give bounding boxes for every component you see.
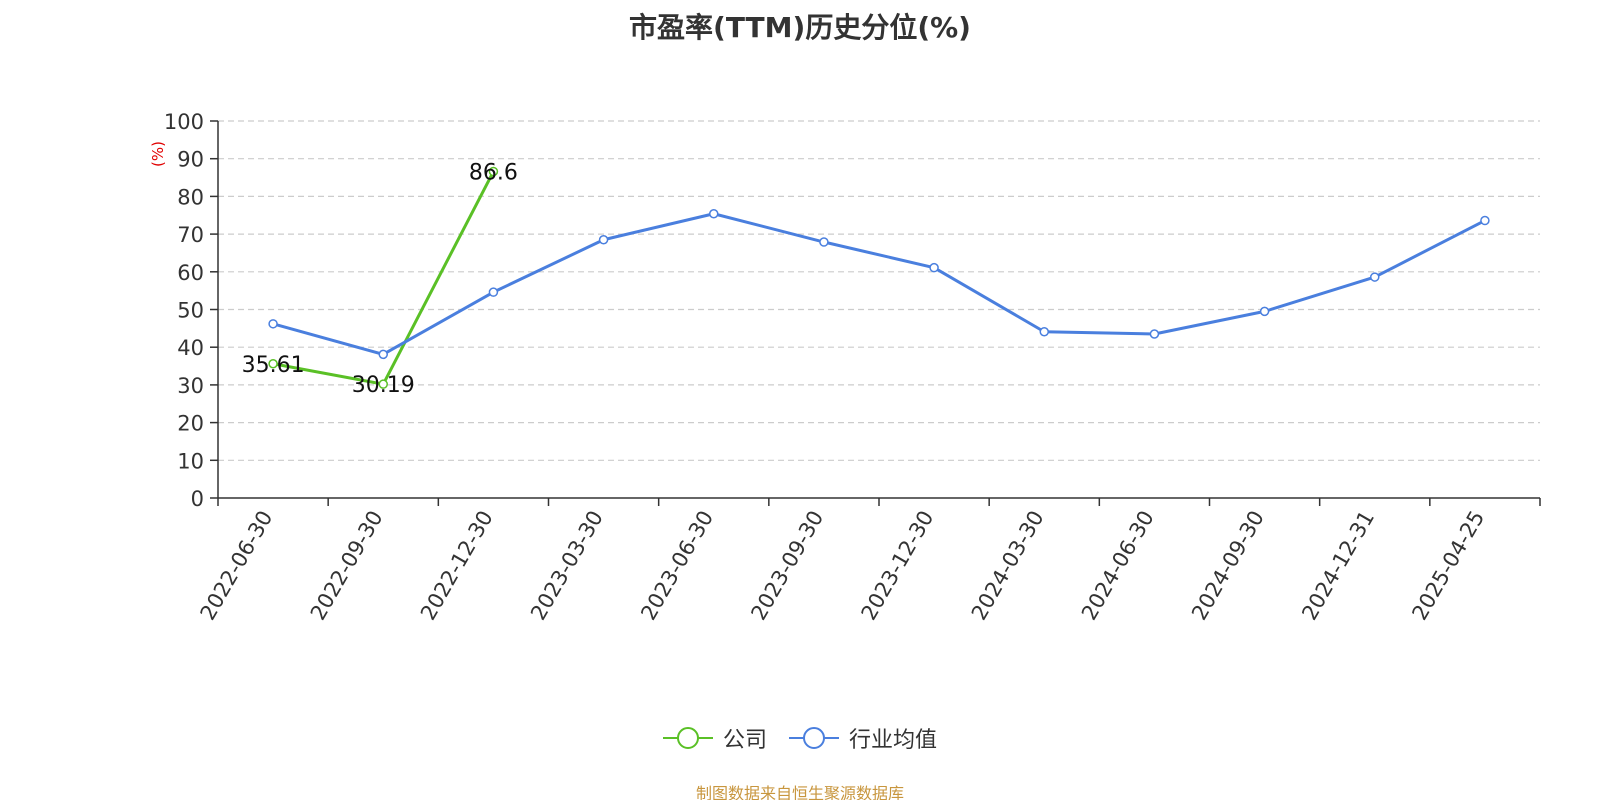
point-series1-2025-04-25[interactable] — [1480, 215, 1490, 226]
x-tick-label-2024-06-30: 2024-06-30 — [1077, 507, 1159, 625]
x-tick-label-2025-04-25: 2025-04-25 — [1407, 507, 1489, 625]
legend-label-industry-avg: 行业均值 — [849, 728, 938, 753]
y-tick-label-70: 70 — [177, 223, 204, 247]
point-series0-2022-12-30[interactable] — [488, 166, 499, 177]
point-series1-2023-09-30[interactable] — [819, 237, 829, 247]
data-label-series0-2022-06-30: 35.61 — [242, 353, 305, 378]
y-axis-label: (%) — [149, 141, 167, 167]
legend-item-company[interactable]: 公司 — [662, 722, 767, 754]
x-tick-label-2024-03-30: 2024-03-30 — [967, 507, 1049, 625]
point-series0-2022-09-30[interactable] — [378, 379, 388, 389]
point-series1-2023-12-30[interactable] — [929, 262, 939, 273]
legend: 公司 行业均值 — [0, 722, 1600, 754]
y-tick-label-40: 40 — [177, 336, 204, 360]
y-tick-label-30: 30 — [177, 374, 204, 398]
legend-marker-company — [662, 727, 713, 749]
x-tick-label-2024-09-30: 2024-09-30 — [1187, 507, 1269, 625]
point-series0-2022-06-30[interactable] — [268, 359, 278, 369]
legend-marker-industry-avg — [789, 727, 839, 749]
x-tick-label-2022-06-30: 2022-06-30 — [196, 507, 278, 625]
point-series1-2024-06-30[interactable] — [1149, 329, 1160, 339]
series-line-1 — [272, 212, 1486, 356]
x-tick-label-2022-09-30: 2022-09-30 — [306, 507, 388, 625]
y-tick-label-100: 100 — [164, 110, 204, 134]
point-series1-2022-12-30[interactable] — [488, 287, 499, 297]
x-tick-label-2024-12-31: 2024-12-31 — [1297, 507, 1379, 625]
point-series1-2022-09-30[interactable] — [378, 349, 388, 360]
x-tick-label-2023-03-30: 2023-03-30 — [526, 507, 608, 625]
y-tick-label-10: 10 — [177, 449, 204, 473]
chart-title: 市盈率(TTM)历史分位(%) — [629, 11, 971, 44]
legend-label-company: 公司 — [722, 728, 767, 753]
point-series1-2023-06-30[interactable] — [709, 208, 719, 219]
y-tick-label-0: 0 — [191, 487, 204, 511]
point-series1-2024-09-30[interactable] — [1259, 306, 1270, 317]
point-series1-2024-03-30[interactable] — [1039, 326, 1049, 337]
source-footer: 制图数据来自恒生聚源数据库 — [695, 784, 904, 800]
x-tick-label-2023-06-30: 2023-06-30 — [636, 507, 718, 625]
y-tick-label-90: 90 — [177, 148, 204, 172]
y-tick-label-60: 60 — [177, 261, 204, 285]
data-label-series0-2022-09-30: 30.19 — [352, 373, 415, 398]
point-series1-2023-03-30[interactable] — [598, 235, 609, 245]
point-series1-2022-06-30[interactable] — [268, 319, 278, 329]
y-tick-label-80: 80 — [177, 185, 204, 209]
data-label-series0-2022-12-30: 86.6 — [469, 161, 518, 186]
y-tick-label-50: 50 — [177, 299, 204, 323]
x-tick-label-2022-12-30: 2022-12-30 — [416, 506, 498, 624]
y-tick-label-20: 20 — [177, 412, 204, 436]
point-series1-2024-12-31[interactable] — [1370, 272, 1380, 282]
x-tick-label-2023-09-30: 2023-09-30 — [746, 507, 828, 625]
legend-item-industry-avg[interactable]: 行业均值 — [789, 722, 937, 754]
x-tick-label-2023-12-30: 2023-12-30 — [857, 506, 939, 624]
